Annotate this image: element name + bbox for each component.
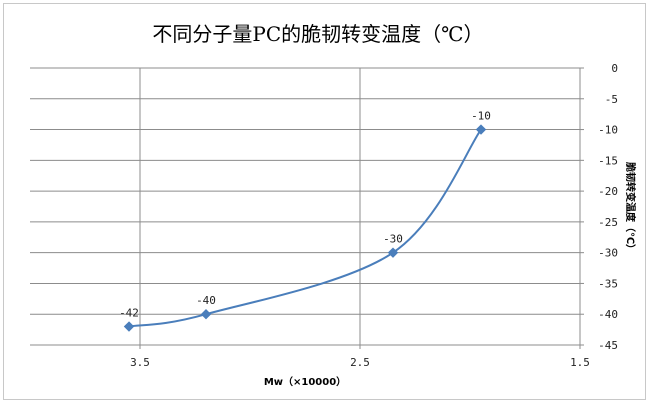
series-layer (123, 124, 487, 332)
data-label: -42 (119, 307, 139, 320)
chart-title: 不同分子量PC的脆韧转变温度（℃） (152, 22, 483, 46)
x-tick-label: 2.5 (350, 356, 370, 369)
y-tick-label: -10 (598, 124, 618, 137)
series-line (128, 128, 482, 328)
data-label: -30 (383, 233, 403, 246)
x-axis-title: Mw（×10000） (264, 375, 346, 388)
data-labels: -42 -40 -30 -10 (119, 110, 491, 320)
y-tick-label: -40 (598, 308, 618, 321)
gridlines (30, 67, 580, 345)
data-label: -40 (196, 294, 216, 307)
data-label: -10 (471, 110, 491, 123)
y-tick-label: 0 (611, 62, 618, 75)
data-point-marker (387, 247, 399, 258)
axes (30, 67, 584, 349)
y-tick-label: -25 (598, 216, 618, 229)
y-tick-label: -45 (598, 339, 618, 352)
y-tick-label: -35 (598, 277, 618, 290)
data-point-marker (200, 309, 212, 320)
data-point-marker (475, 124, 487, 135)
y-tick-label: -20 (598, 185, 618, 198)
y-axis-title: 脆韧转变温度（℃） (624, 161, 637, 254)
y-tick-labels: 0 -5 -10 -15 -20 -25 -30 -35 -40 -45 (598, 62, 618, 352)
y-tick-label: -30 (598, 247, 618, 260)
data-point-marker (123, 321, 135, 332)
y-tick-label: -5 (605, 93, 618, 106)
x-tick-label: 1.5 (570, 356, 590, 369)
x-tick-labels: 3.5 2.5 1.5 (130, 356, 590, 369)
x-tick-label: 3.5 (130, 356, 150, 369)
chart-frame (3, 3, 646, 400)
y-tick-label: -15 (598, 154, 618, 167)
